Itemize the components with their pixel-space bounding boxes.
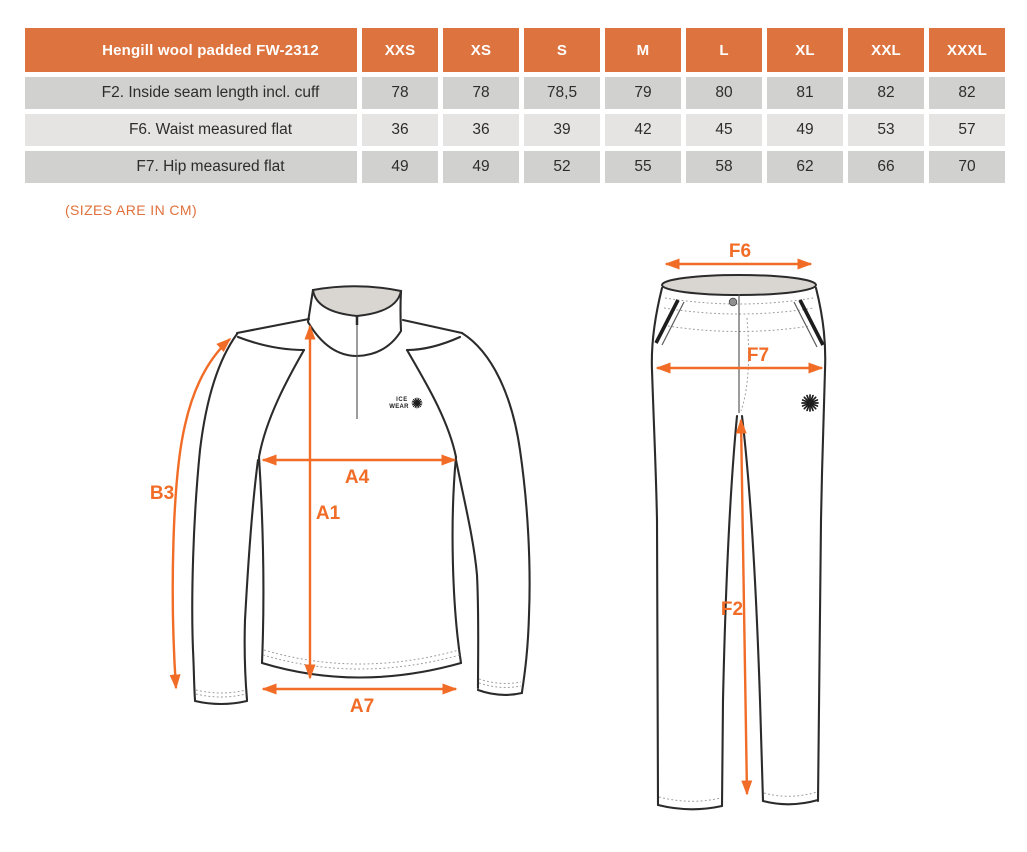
cell-value: 58 xyxy=(686,151,762,183)
size-column-header: XXXL xyxy=(929,28,1005,72)
cell-value: 81 xyxy=(767,77,843,109)
cell-value: 49 xyxy=(767,114,843,146)
cell-value: 79 xyxy=(605,77,681,109)
sweater-drawing: ICE WEAR B3 A4 A1 A7 xyxy=(150,285,531,717)
row-label: F6. Waist measured flat xyxy=(25,114,357,146)
measure-label-f2: F2 xyxy=(721,599,743,620)
waist-inner xyxy=(661,274,817,296)
size-column-header: XS xyxy=(443,28,519,72)
cell-value: 42 xyxy=(605,114,681,146)
measure-arrow-f2 xyxy=(735,418,753,796)
snowflake-icon xyxy=(801,394,819,412)
snowflake-icon xyxy=(411,397,423,409)
cell-value: 62 xyxy=(767,151,843,183)
cell-value: 45 xyxy=(686,114,762,146)
measure-arrow-b3 xyxy=(169,337,232,690)
logo-text-line2: WEAR xyxy=(389,404,409,410)
pants-drawing: F6 F7 F2 xyxy=(650,241,827,811)
cell-value: 49 xyxy=(362,151,438,183)
size-column-header: L xyxy=(686,28,762,72)
measure-label-a4: A4 xyxy=(345,467,370,488)
cell-value: 78 xyxy=(362,77,438,109)
table-row: F7. Hip measured flat 49 49 52 55 58 62 … xyxy=(25,151,1005,183)
collar-inner xyxy=(311,285,403,318)
right-pocket xyxy=(798,299,825,346)
measure-label-f6: F6 xyxy=(729,241,751,262)
cell-value: 49 xyxy=(443,151,519,183)
cell-value: 55 xyxy=(605,151,681,183)
cell-value: 52 xyxy=(524,151,600,183)
size-column-header: XL xyxy=(767,28,843,72)
size-column-header: S xyxy=(524,28,600,72)
measure-label-f7: F7 xyxy=(747,345,769,366)
table-row: F6. Waist measured flat 36 36 39 42 45 4… xyxy=(25,114,1005,146)
table-title: Hengill wool padded FW-2312 xyxy=(25,28,357,72)
measure-label-a7: A7 xyxy=(350,696,374,717)
size-column-header: XXL xyxy=(848,28,924,72)
units-note: (SIZES ARE IN CM) xyxy=(65,202,198,218)
cell-value: 39 xyxy=(524,114,600,146)
cell-value: 82 xyxy=(848,77,924,109)
measure-label-b3: B3 xyxy=(150,483,174,504)
row-label: F2. Inside seam length incl. cuff xyxy=(25,77,357,109)
logo-text-line1: ICE xyxy=(396,397,408,403)
cell-value: 78,5 xyxy=(524,77,600,109)
measure-label-a1: A1 xyxy=(316,503,341,524)
left-pocket xyxy=(654,299,680,344)
size-table: Hengill wool padded FW-2312 XXS XS S M L… xyxy=(20,23,1010,188)
cell-value: 57 xyxy=(929,114,1005,146)
cell-value: 36 xyxy=(362,114,438,146)
row-label: F7. Hip measured flat xyxy=(25,151,357,183)
cell-value: 36 xyxy=(443,114,519,146)
waist-button xyxy=(728,297,738,307)
cell-value: 70 xyxy=(929,151,1005,183)
size-column-header: M xyxy=(605,28,681,72)
table-row: F2. Inside seam length incl. cuff 78 78 … xyxy=(25,77,1005,109)
cell-value: 80 xyxy=(686,77,762,109)
size-column-header: XXS xyxy=(362,28,438,72)
cell-value: 53 xyxy=(848,114,924,146)
cell-value: 66 xyxy=(848,151,924,183)
icewear-logo: ICE WEAR xyxy=(389,397,423,410)
table-header-row: Hengill wool padded FW-2312 XXS XS S M L… xyxy=(25,28,1005,72)
cell-value: 82 xyxy=(929,77,1005,109)
cell-value: 78 xyxy=(443,77,519,109)
